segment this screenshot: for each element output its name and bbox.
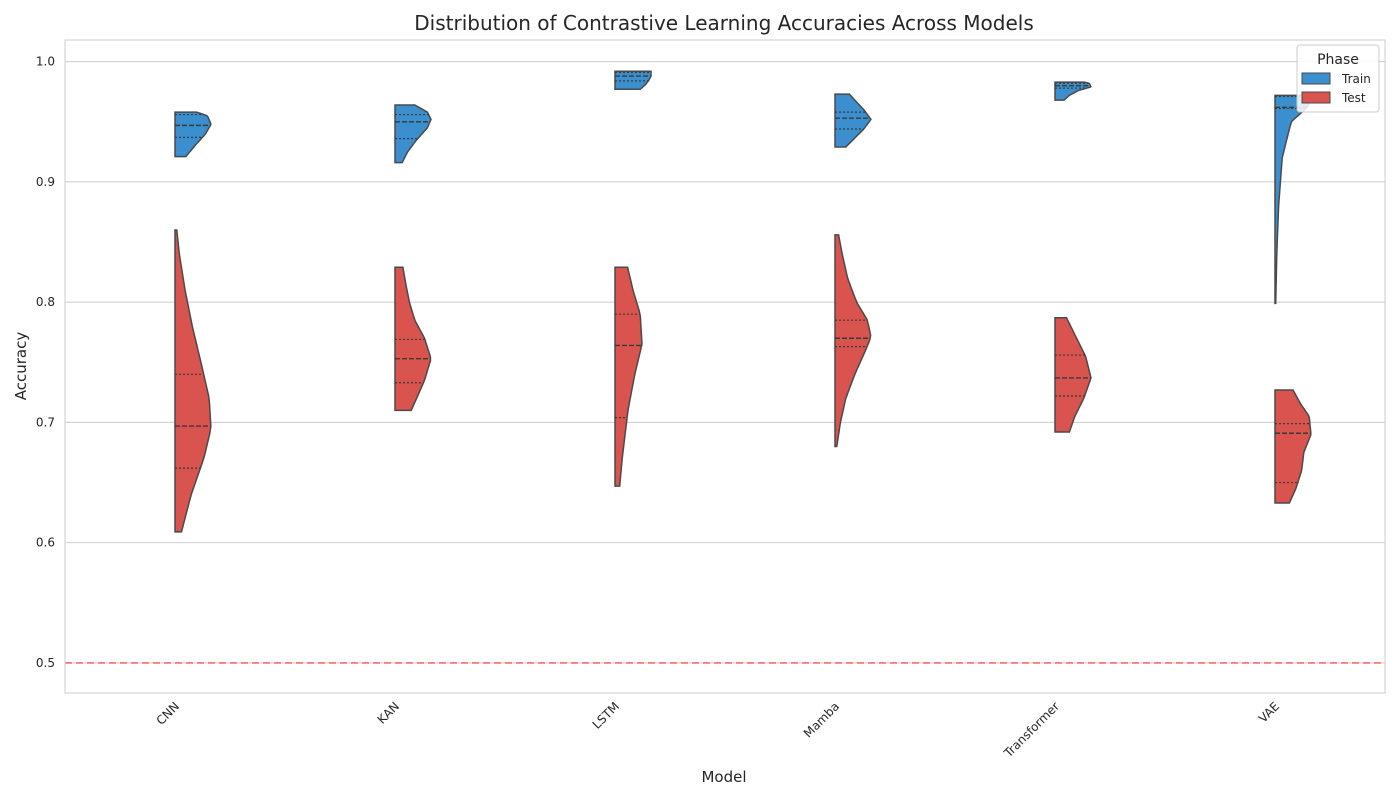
y-tick-label: 1.0: [36, 55, 55, 69]
legend: Phase Train Test: [1296, 44, 1380, 113]
violin-body: [174, 229, 212, 533]
x-tick-label: LSTM: [590, 699, 623, 732]
violin-test-transformer: [1054, 317, 1092, 433]
y-tick-label: 0.7: [36, 415, 55, 429]
violin-train-cnn: [174, 111, 212, 158]
x-tick-label: Transformer: [1001, 699, 1063, 761]
violin-body: [394, 104, 432, 164]
violin-test-vae: [1274, 389, 1312, 504]
x-tick-labels: CNN KAN LSTM Mamba Transformer VAE: [154, 699, 1283, 761]
y-tick-label: 0.8: [36, 295, 55, 309]
legend-title: Phase: [1317, 52, 1359, 68]
violin-train-vae: [1274, 94, 1312, 305]
x-tick-label: Mamba: [801, 699, 842, 740]
violin-body: [834, 234, 872, 448]
violin-body: [1274, 389, 1312, 504]
y-tick-label: 0.6: [36, 536, 55, 550]
plot-frame: [64, 39, 1386, 694]
violin-body: [1054, 317, 1092, 433]
legend-label-train: Train: [1341, 72, 1371, 86]
grid-lines: [65, 61, 1385, 664]
legend-label-test: Test: [1341, 91, 1366, 105]
violin-body: [614, 266, 643, 487]
chart-title: Distribution of Contrastive Learning Acc…: [414, 11, 1034, 35]
y-tick-labels: 0.5 0.6 0.7 0.8 0.9 1.0: [36, 55, 55, 670]
violin-train-mamba: [834, 93, 872, 148]
legend-swatch-test: [1301, 91, 1331, 104]
violin-test-cnn: [174, 229, 212, 533]
violin-test-lstm: [614, 266, 643, 487]
x-tick-label: CNN: [154, 699, 183, 728]
x-tick-label: VAE: [1256, 699, 1282, 725]
violin-train-kan: [394, 104, 432, 164]
legend-swatch-train: [1301, 72, 1331, 85]
y-tick-label: 0.5: [36, 656, 55, 670]
x-axis-label: Model: [701, 768, 746, 786]
violins: [174, 70, 1312, 533]
x-tick-label: KAN: [375, 699, 402, 726]
y-tick-label: 0.9: [36, 175, 55, 189]
violin-train-lstm: [614, 70, 652, 91]
violin-body: [1054, 81, 1092, 101]
violin-train-transformer: [1054, 81, 1092, 101]
violin-test-mamba: [834, 234, 872, 448]
violin-body: [1274, 94, 1312, 305]
violin-body: [394, 266, 432, 412]
violin-test-kan: [394, 266, 432, 412]
violin-body: [174, 111, 212, 158]
violin-body: [834, 93, 872, 148]
y-axis-label: Accuracy: [12, 332, 30, 401]
